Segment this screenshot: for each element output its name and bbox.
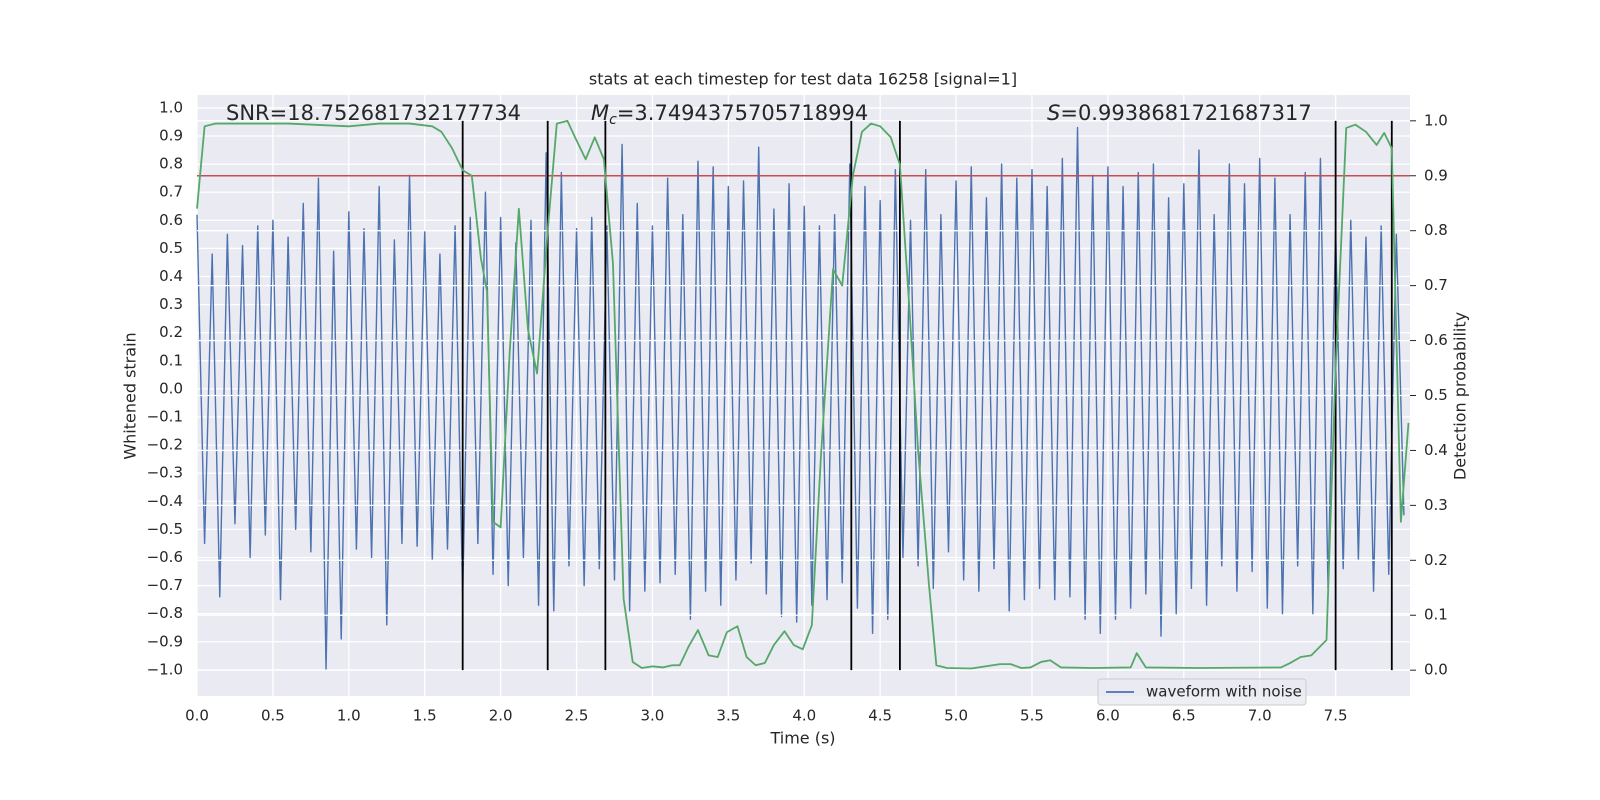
- y2-tick-label: 0.3: [1424, 496, 1448, 514]
- y-tick-label: 1.0: [159, 98, 183, 116]
- y-tick-label: 0.3: [159, 295, 183, 313]
- y-tick-label: −0.2: [147, 436, 183, 454]
- annotation-text: =3.7494375705718994: [617, 101, 868, 125]
- x-tick-label: 1.0: [337, 707, 361, 725]
- annotation-symbol: M: [591, 101, 609, 125]
- x-tick-label: 5.0: [944, 707, 968, 725]
- y-tick-label: 0.2: [159, 323, 183, 341]
- x-tick-label: 7.0: [1248, 707, 1272, 725]
- x-tick-label: 6.5: [1172, 707, 1196, 725]
- y2-tick-label: 0.9: [1424, 166, 1448, 184]
- x-tick-label: 1.5: [413, 707, 437, 725]
- y2-tick-label: 0.8: [1424, 221, 1448, 239]
- y-tick-label: −0.1: [147, 407, 183, 425]
- y2-tick-label: 0.5: [1424, 386, 1448, 404]
- y-tick-label: 0.8: [159, 155, 183, 173]
- y2-tick-label: 0.0: [1424, 661, 1448, 679]
- y2-tick-label: 0.4: [1424, 441, 1448, 459]
- annotation: SNR=18.752681732177734: [226, 101, 521, 125]
- x-axis-label: Time (s): [769, 729, 835, 748]
- y2-tick-label: 1.0: [1424, 111, 1448, 129]
- y-tick-label: 0.1: [159, 351, 183, 369]
- y-tick-label: −0.5: [147, 520, 183, 538]
- y-tick-label: 0.5: [159, 239, 183, 257]
- y-tick-label: −0.8: [147, 604, 183, 622]
- data-line: [196, 126, 1405, 671]
- data-line: [196, 119, 1410, 670]
- x-tick-label: 0.5: [261, 707, 285, 725]
- y-tick-label: 0.9: [159, 127, 183, 145]
- y-axis-label: Whitened strain: [121, 332, 140, 459]
- annotation: Mc=3.7494375705718994: [591, 101, 868, 128]
- annotation-symbol: S: [1047, 101, 1060, 125]
- y-tick-label: −0.3: [147, 464, 183, 482]
- y-tick-label: 0.0: [159, 379, 183, 397]
- x-tick-label: 7.5: [1324, 707, 1348, 725]
- y2-tick-label: 0.6: [1424, 331, 1448, 349]
- x-tick-label: 0.0: [185, 707, 209, 725]
- y-tick-label: −0.9: [147, 632, 183, 650]
- y-tick-label: −0.7: [147, 576, 183, 594]
- y2-tick-label: 0.7: [1424, 276, 1448, 294]
- y2-tick-label: 0.1: [1424, 606, 1448, 624]
- x-tick-label: 4.0: [792, 707, 816, 725]
- y2-axis-label: Detection probability: [1451, 312, 1470, 480]
- legend-label: waveform with noise: [1146, 683, 1302, 701]
- y-tick-label: −0.6: [147, 548, 183, 566]
- y2-tick-label: 0.2: [1424, 551, 1448, 569]
- x-tick-label: 3.0: [641, 707, 665, 725]
- x-tick-label: 3.5: [716, 707, 740, 725]
- chart-title: stats at each timestep for test data 162…: [589, 70, 1017, 89]
- annotation-subscript: c: [609, 112, 617, 128]
- annotation-text: =0.9938681721687317: [1060, 101, 1311, 125]
- x-tick-label: 2.0: [489, 707, 513, 725]
- x-tick-label: 6.0: [1096, 707, 1120, 725]
- x-tick-label: 4.5: [868, 707, 892, 725]
- x-tick-label: 2.5: [565, 707, 589, 725]
- legend-box: [1097, 678, 1307, 706]
- annotation: S=0.9938681721687317: [1047, 101, 1312, 125]
- y-tick-label: 0.4: [159, 267, 183, 285]
- y-tick-label: −1.0: [147, 660, 183, 678]
- x-tick-label: 5.5: [1020, 707, 1044, 725]
- y-tick-label: −0.4: [147, 492, 183, 510]
- y-tick-label: 0.6: [159, 211, 183, 229]
- y-tick-label: 0.7: [159, 183, 183, 201]
- annotation-text: SNR=18.752681732177734: [226, 101, 521, 125]
